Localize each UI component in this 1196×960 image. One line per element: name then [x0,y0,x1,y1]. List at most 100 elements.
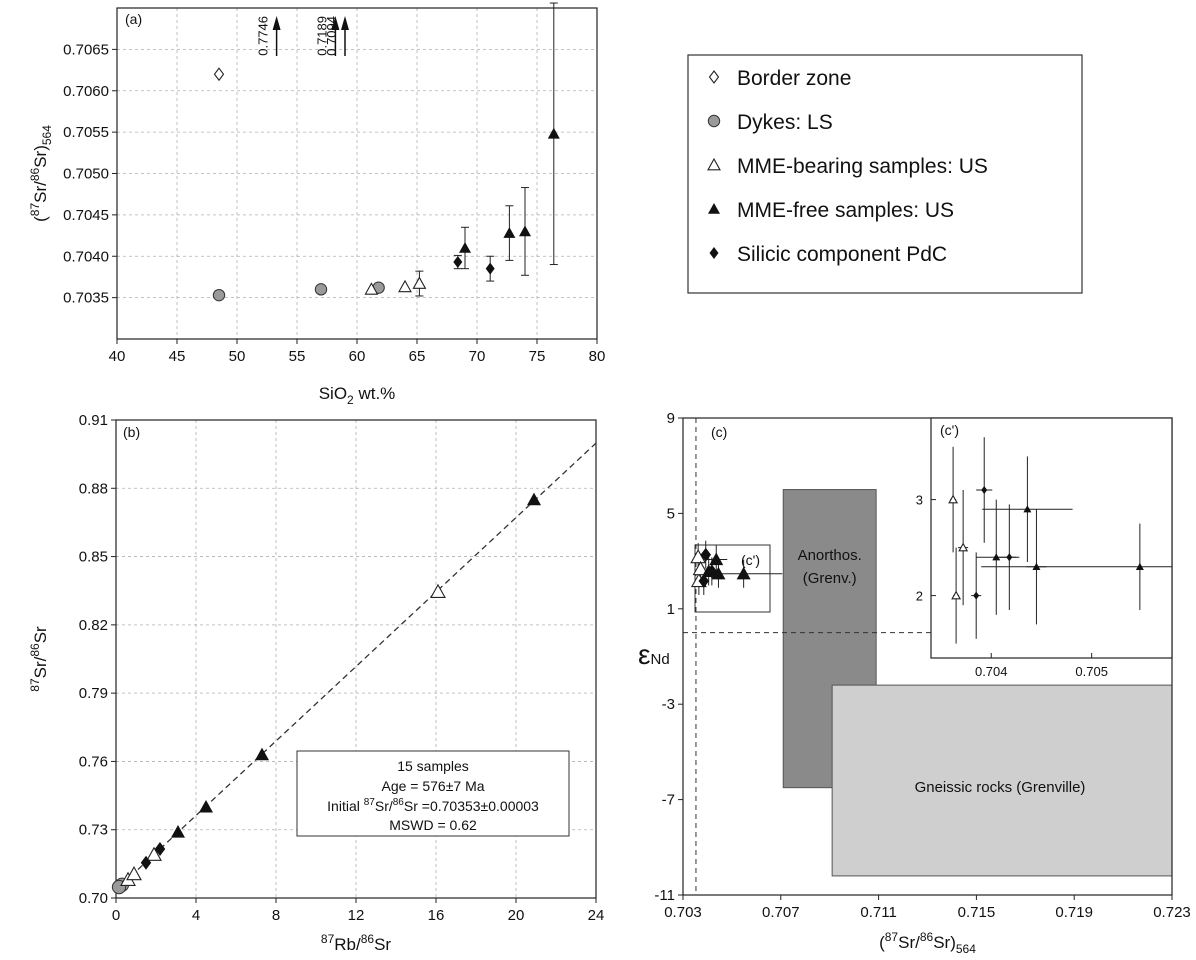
triangle-filled-marker [199,799,213,813]
data-point [706,564,718,579]
x-axis-label: (87Sr/86Sr)564 [879,930,976,956]
data-point [364,282,379,295]
diamond-filled-marker [453,256,463,269]
data-point [485,262,495,275]
x-tick-label: 12 [348,907,365,924]
y-axis-label: (87Sr/86Sr)564 [28,125,54,222]
legend-box [687,54,1083,294]
y-tick-label: 0.73 [79,822,108,839]
y-tick-label: 0.7065 [63,41,109,58]
data-point [430,583,446,599]
triangle-filled-marker [709,552,724,566]
y-tick-label: 0.88 [79,480,108,497]
annotation-initial-ratio: Initial 87Sr/86Sr =0.70353±0.00003 [327,797,539,814]
panel-c-inset-chart: (c') 0.704 0.705 2 3 [916,417,1173,679]
y-tick-label: 0.70 [79,890,108,907]
data-point [1135,562,1144,570]
inset-region-label: (c') [741,552,760,568]
data-point [951,590,962,600]
off-scale-value-label: 0.7189 [314,16,329,56]
panel-label: (b) [123,424,140,440]
x-tick-label: 65 [409,348,426,365]
data-point [255,747,269,761]
y-tick-label: 0.7035 [63,290,109,307]
isochron-annotation: 15 samples Age = 576±7 Ma Initial 87Sr/86S… [296,750,570,837]
y-tick-label: -11 [654,887,675,904]
x-tick-label: 60 [349,348,366,365]
legend-label: MME-free samples: US [737,199,954,222]
diamond-filled-marker [981,486,988,494]
inset-region-box [694,544,771,613]
legend: Border zone Dykes: LS MME-bearing samples:… [687,54,1083,294]
diamond-filled-marker [698,573,710,588]
legend-marker [708,70,720,84]
triangle-filled-marker [708,203,720,214]
data-point [213,67,225,82]
triangle-filled-marker [519,225,531,237]
legend-label: Dykes: LS [737,111,833,134]
x-tick-label: 0.704 [975,664,1008,679]
annotation-samples: 15 samples [397,758,469,774]
annotation-mswd: MSWD = 0.62 [389,817,477,833]
diamond-filled-marker [1006,553,1013,562]
data-point [412,276,427,289]
arrow-head [341,16,349,30]
triangle-open-marker [692,560,709,576]
triangle-filled-marker [711,566,726,580]
data-point [503,227,516,238]
x-tick-label: 0.715 [958,904,996,921]
data-point [1023,505,1032,513]
data-point [690,548,707,564]
y-tick-label: 9 [667,410,675,427]
diamond-filled-marker [700,547,711,562]
x-tick-label: 75 [529,348,546,365]
anorthosite-field [782,489,877,789]
x-tick-label: 20 [508,907,525,924]
diamond-filled-marker [709,247,719,259]
triangle-filled-marker [1135,562,1144,570]
triangle-open-marker [398,279,412,293]
y-tick-label: 0.7040 [63,248,109,265]
data-point [700,547,711,562]
data-point [146,846,162,861]
data-point [171,824,185,838]
annotation-box [296,750,570,837]
off-scale-arrow [331,16,340,56]
triangle-open-marker [126,865,142,881]
triangle-filled-marker [459,241,471,253]
y-tick-label: 0.7060 [63,83,109,100]
triangle-open-marker [951,590,962,600]
data-point [1006,553,1013,562]
triangle-filled-marker [1023,505,1032,513]
legend-marker [707,114,721,128]
panel-label: (a) [125,11,142,27]
data-point [459,241,471,253]
y-tick-label: 0.76 [79,753,108,770]
arrow-head [272,16,281,30]
data-point [126,865,142,881]
x-tick-label: 4 [192,907,200,924]
y-tick-label: 0.79 [79,685,108,702]
triangle-filled-marker [736,566,751,580]
data-point [948,494,959,504]
y-axis-label: 87Sr/86Sr [28,626,50,692]
triangle-filled-marker [527,492,541,506]
y-tick-label: 5 [667,505,675,522]
anorthosite-field-label-2: (Grenv.) [803,570,857,587]
triangle-filled-marker [255,747,269,761]
off-scale-value-label: 0.7094 [324,16,339,56]
arrow-head [331,16,340,30]
data-point [212,288,226,302]
diamond-open-marker [708,70,720,84]
diamond-filled-marker [973,591,980,600]
y-tick-label: 0.82 [79,617,108,634]
annotation-age: Age = 576±7 Ma [381,778,484,794]
data-point [711,566,726,580]
gneissic-rocks-field [831,684,1173,877]
data-point [398,279,412,293]
y-tick-label: 3 [916,493,923,508]
off-scale-arrow [272,16,281,56]
data-point [1032,562,1041,570]
x-axis-label: 87Rb/86Sr [321,932,392,954]
